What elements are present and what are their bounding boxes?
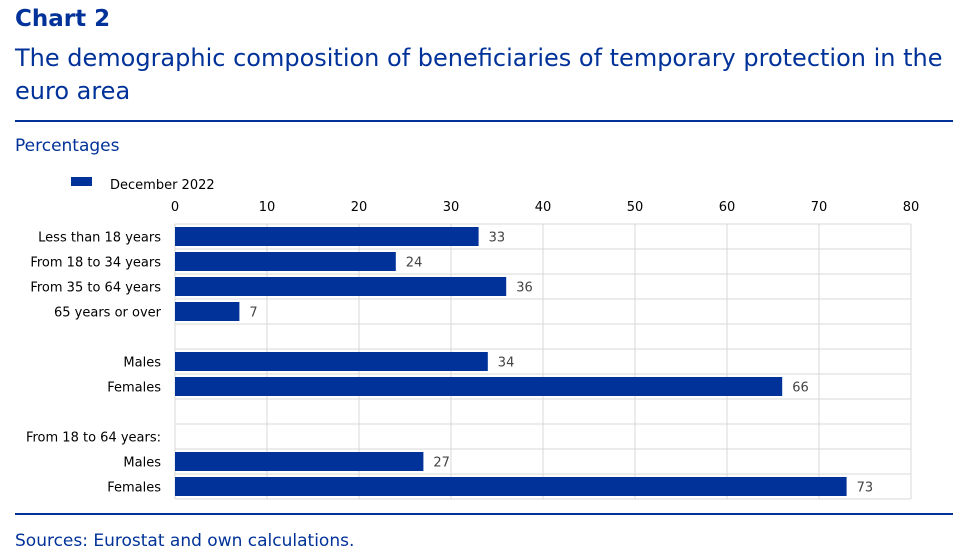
- data-label: 24: [406, 256, 423, 271]
- data-label: 36: [516, 281, 533, 296]
- x-tick-label: 50: [627, 200, 644, 215]
- x-tick-label: 30: [443, 200, 460, 215]
- x-tick-label: 20: [351, 200, 368, 215]
- x-tick-label: 70: [811, 200, 828, 215]
- bottom-divider: [15, 513, 953, 515]
- source-note: Sources: Eurostat and own calculations.: [15, 531, 355, 551]
- bar: [175, 277, 507, 296]
- x-tick-label: 0: [171, 200, 179, 215]
- x-tick-label: 80: [903, 200, 920, 215]
- bar: [175, 477, 847, 496]
- units-label: Percentages: [15, 136, 120, 156]
- category-label: From 18 to 34 years: [30, 256, 161, 271]
- data-label: 7: [249, 306, 257, 321]
- x-tick-label: 40: [535, 200, 552, 215]
- value-labels: 33 24 36 7 34 66 27 73: [249, 231, 873, 496]
- data-label: 33: [489, 231, 506, 246]
- category-label: Females: [107, 381, 161, 396]
- category-label: Less than 18 years: [38, 231, 161, 246]
- bar: [175, 302, 240, 321]
- bar: [175, 377, 783, 396]
- x-tick-label: 60: [719, 200, 736, 215]
- bar: [175, 252, 396, 271]
- bar: [175, 352, 488, 371]
- bar-chart: December 2022 0 10 20 30 40 50 60 70 80 Less tha…: [26, 177, 919, 500]
- legend: December 2022: [71, 177, 215, 193]
- category-label: From 35 to 64 years: [30, 281, 161, 296]
- category-label: 65 years or over: [54, 306, 162, 321]
- chart-title: The demographic composition of beneficia…: [15, 44, 943, 105]
- data-label: 27: [433, 456, 450, 471]
- data-label: 66: [792, 381, 809, 396]
- legend-label: December 2022: [110, 178, 215, 193]
- category-label: Females: [107, 481, 161, 496]
- chart-label: Chart 2: [15, 6, 111, 32]
- legend-swatch: [71, 177, 92, 186]
- category-label: Males: [123, 456, 161, 471]
- data-label: 73: [857, 481, 874, 496]
- x-axis: 0 10 20 30 40 50 60 70 80: [171, 200, 919, 215]
- bars: [175, 227, 847, 496]
- x-tick-label: 10: [259, 200, 276, 215]
- category-label: Males: [123, 356, 161, 371]
- top-divider: [15, 120, 953, 122]
- data-label: 34: [498, 356, 515, 371]
- category-labels: Less than 18 years From 18 to 34 years Fro…: [26, 231, 162, 496]
- bar: [175, 452, 424, 471]
- bar: [175, 227, 479, 246]
- category-label: From 18 to 64 years:: [26, 431, 161, 446]
